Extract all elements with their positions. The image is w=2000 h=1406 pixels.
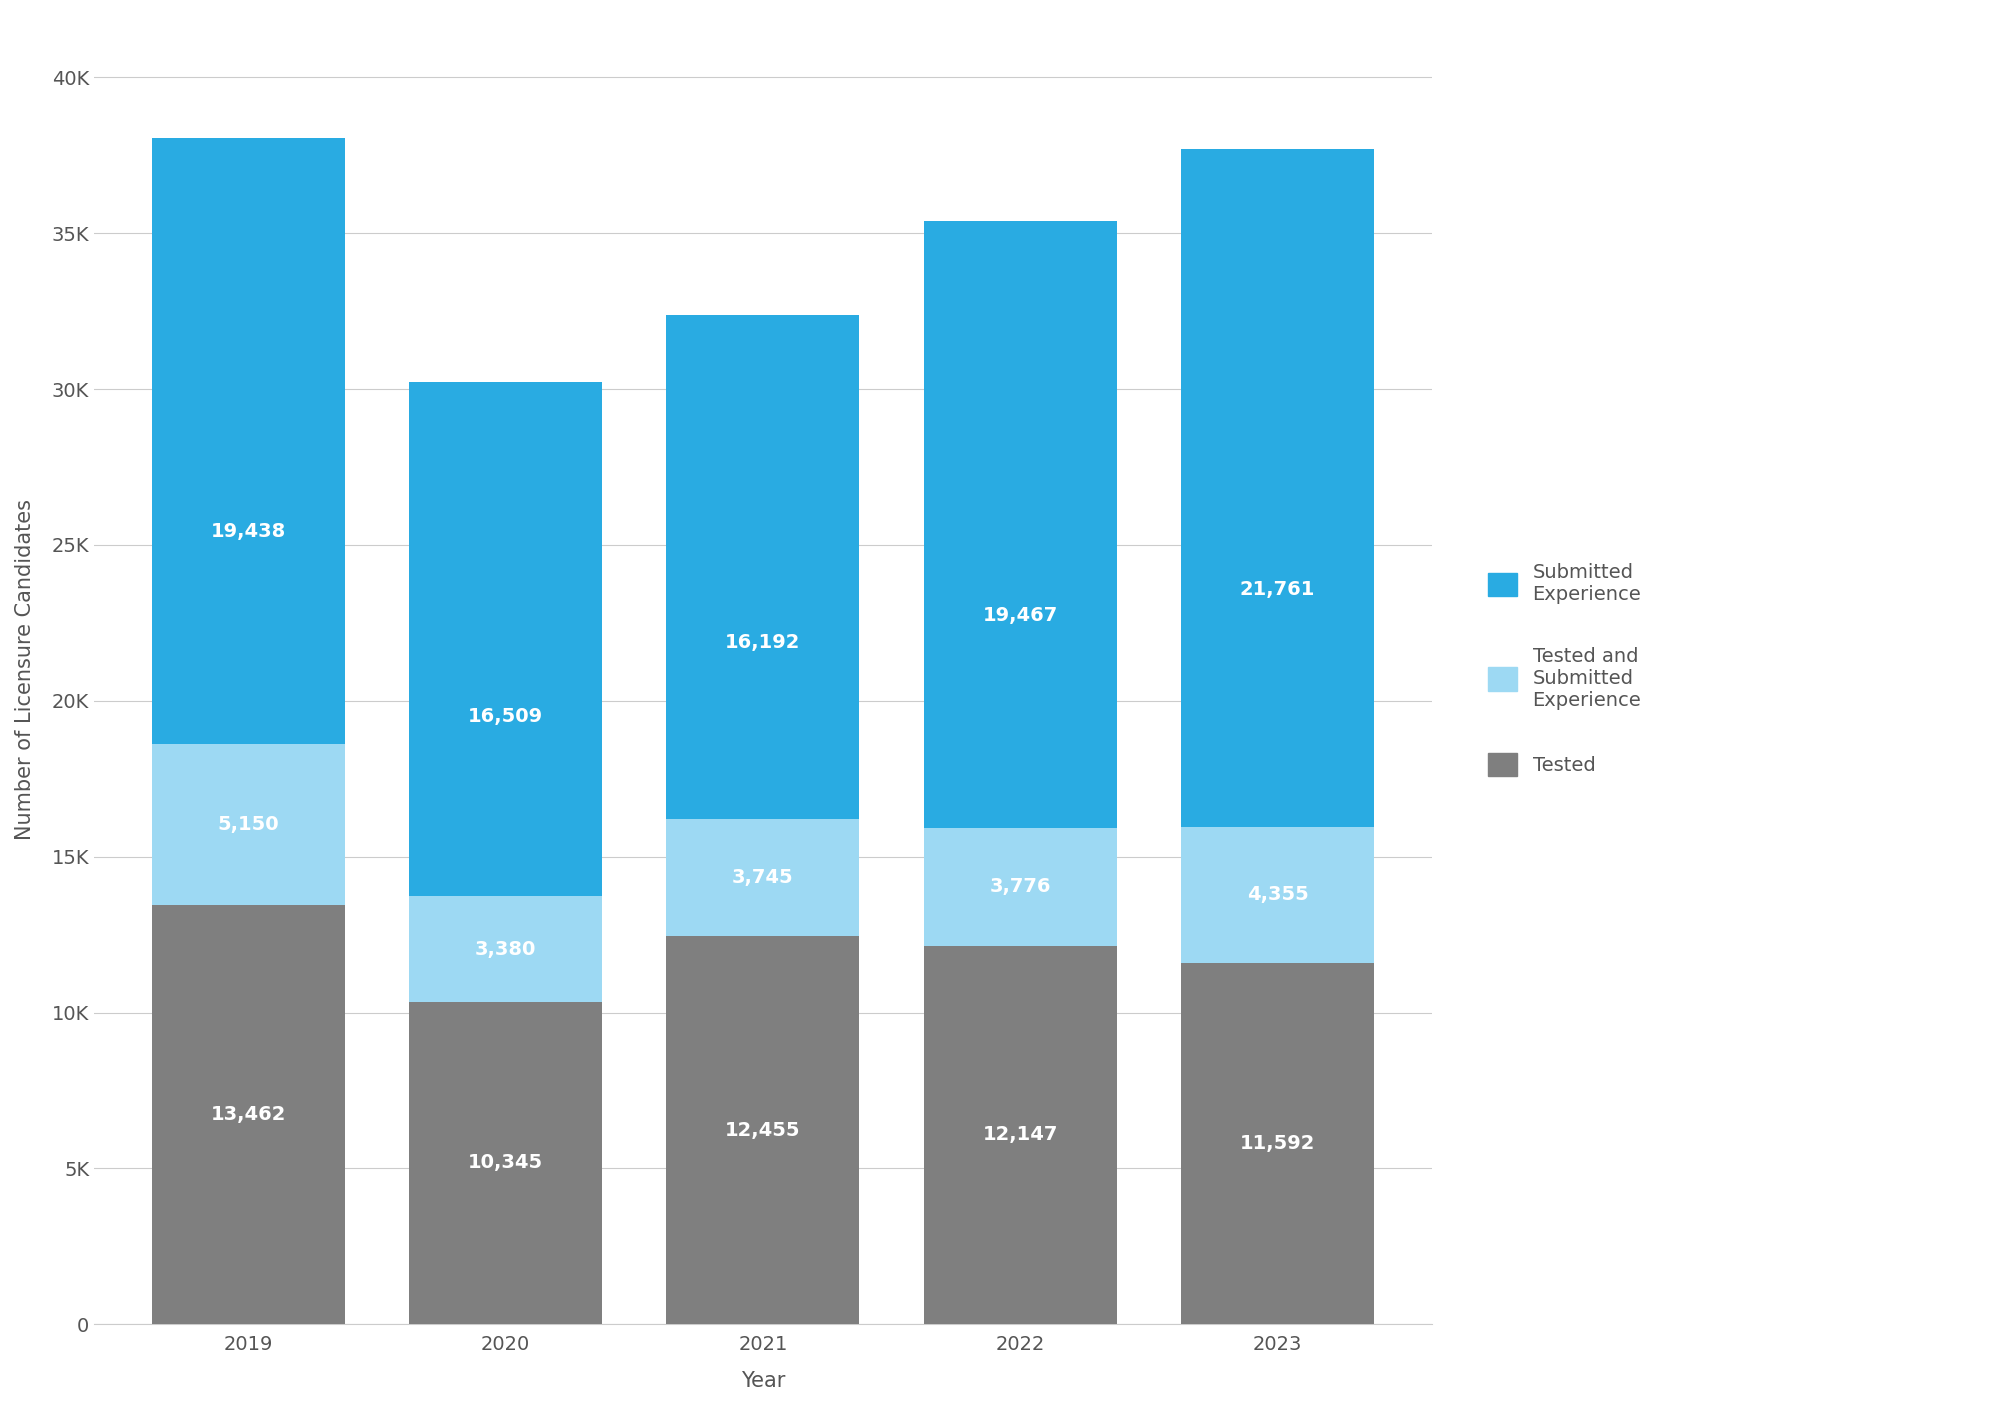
Bar bbox=[666, 315, 860, 820]
Text: 3,745: 3,745 bbox=[732, 868, 794, 887]
Text: 13,462: 13,462 bbox=[210, 1105, 286, 1123]
Bar bbox=[666, 936, 860, 1324]
Y-axis label: Number of Licensure Candidates: Number of Licensure Candidates bbox=[14, 499, 36, 841]
Bar bbox=[410, 897, 602, 1001]
Bar bbox=[924, 946, 1116, 1324]
Text: 19,467: 19,467 bbox=[982, 606, 1058, 626]
Bar bbox=[410, 382, 602, 897]
Text: 21,761: 21,761 bbox=[1240, 581, 1316, 599]
Bar bbox=[1182, 963, 1374, 1324]
Bar bbox=[410, 1001, 602, 1324]
Text: 16,509: 16,509 bbox=[468, 707, 544, 725]
Legend: Submitted
Experience, Tested and
Submitted
Experience, Tested: Submitted Experience, Tested and Submitt… bbox=[1468, 544, 1660, 796]
Text: 3,776: 3,776 bbox=[990, 877, 1052, 896]
Bar bbox=[924, 221, 1116, 828]
Bar bbox=[152, 904, 344, 1324]
Bar bbox=[666, 820, 860, 936]
Bar bbox=[1182, 827, 1374, 963]
Text: 12,147: 12,147 bbox=[982, 1125, 1058, 1144]
X-axis label: Year: Year bbox=[740, 1371, 786, 1391]
Bar bbox=[1182, 149, 1374, 827]
Text: 3,380: 3,380 bbox=[474, 939, 536, 959]
Text: 10,345: 10,345 bbox=[468, 1153, 544, 1173]
Text: 11,592: 11,592 bbox=[1240, 1135, 1316, 1153]
Text: 4,355: 4,355 bbox=[1246, 886, 1308, 904]
Text: 12,455: 12,455 bbox=[726, 1121, 800, 1140]
Bar bbox=[152, 138, 344, 744]
Text: 5,150: 5,150 bbox=[218, 815, 280, 834]
Text: 16,192: 16,192 bbox=[726, 633, 800, 652]
Bar bbox=[924, 828, 1116, 946]
Bar bbox=[152, 744, 344, 904]
Text: 19,438: 19,438 bbox=[210, 523, 286, 541]
